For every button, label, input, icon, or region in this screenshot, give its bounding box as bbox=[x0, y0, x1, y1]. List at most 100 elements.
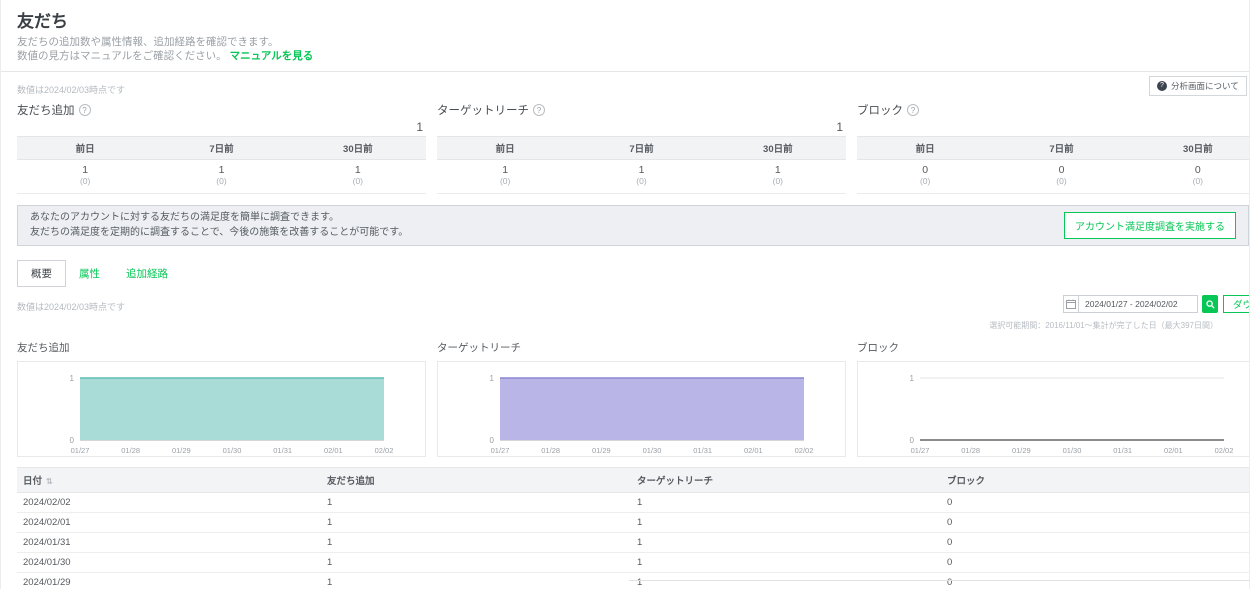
run-satisfaction-survey-button[interactable]: アカウント満足度調査を実施する bbox=[1064, 212, 1236, 239]
svg-text:02/02: 02/02 bbox=[795, 446, 814, 455]
col-30days: 30日前 bbox=[1183, 144, 1213, 155]
table-row: 2024/01/30 1 1 0 bbox=[17, 552, 1250, 573]
cell-date: 2024/01/30 bbox=[17, 552, 321, 573]
card-total-value: 1 bbox=[836, 120, 843, 134]
tab-add-route[interactable]: 追加経路 bbox=[126, 268, 168, 280]
banner-line2: 友だちの満足度を定期的に調査することで、今後の施策を改善することが可能です。 bbox=[30, 226, 409, 238]
svg-text:01/31: 01/31 bbox=[693, 446, 712, 455]
cell-target-reach: 1 bbox=[631, 492, 941, 513]
info-circle-icon: ? bbox=[1157, 81, 1167, 91]
cell-target-reach: 1 bbox=[631, 532, 941, 553]
table-row: 2024/02/02 1 1 0 bbox=[17, 492, 1250, 513]
svg-text:01/30: 01/30 bbox=[1063, 446, 1082, 455]
help-buttons: ? 分析画面について ? 比較値の見方 bbox=[1149, 76, 1250, 96]
cell-friends-added: 1 bbox=[321, 512, 631, 533]
calendar-button[interactable] bbox=[1063, 295, 1079, 313]
header-date: 日付 ⇅ bbox=[17, 467, 321, 493]
apply-date-range-button[interactable] bbox=[1202, 295, 1218, 313]
cell-date: 2024/02/01 bbox=[17, 512, 321, 533]
chart-toolbar: 数値は2024/02/03時点です ダウンロード bbox=[17, 295, 1250, 315]
selectable-range-note: 選択可能期間：2016/11/01～集計が完了した日（最大397日間） bbox=[989, 321, 1218, 330]
cell-target-reach: 1 bbox=[631, 552, 941, 573]
search-icon bbox=[1205, 299, 1215, 309]
summary-card-blocks: ブロック ? 前日 7日前 30日前 0 (0) 0 (0) 0 (0) bbox=[857, 102, 1250, 194]
col-prev-day: 前日 bbox=[75, 144, 95, 155]
target-reach-chart-block: ターゲットリーチ 1 0 01/27 01/28 01/29 01/30 01/31 02/0… bbox=[437, 340, 846, 457]
page-header: 友だち 友だちの追加数や属性情報、追加経路を確認できます。 数値の見方はマニュア… bbox=[1, 0, 1250, 63]
svg-text:02/01: 02/01 bbox=[1164, 446, 1183, 455]
bottom-scroll-line bbox=[629, 580, 1250, 581]
diff: (0) bbox=[352, 176, 364, 186]
blocks-chart: 1 0 01/27 01/28 01/29 01/30 01/31 02/01 02/02 bbox=[857, 361, 1250, 457]
svg-text:1: 1 bbox=[910, 374, 915, 383]
analytics-tabs: 概要 属性 追加経路 bbox=[17, 260, 1250, 287]
header-blocks: ブロック bbox=[941, 467, 1250, 493]
diff: (0) bbox=[1192, 176, 1204, 186]
summary-card-friends-added: 友だち追加 ? 1 前日 7日前 30日前 1 (0) 1 (0) 1 (0) bbox=[17, 102, 426, 194]
diff: (0) bbox=[216, 176, 227, 186]
help-question-icon[interactable]: ? bbox=[907, 104, 919, 116]
diff: (0) bbox=[919, 176, 931, 186]
help-question-icon[interactable]: ? bbox=[533, 104, 545, 116]
header-divider bbox=[1, 71, 1250, 72]
about-analytics-button[interactable]: ? 分析画面について bbox=[1149, 76, 1247, 96]
download-button[interactable]: ダウンロード bbox=[1223, 295, 1250, 313]
diff: (0) bbox=[772, 176, 784, 186]
svg-text:01/29: 01/29 bbox=[592, 446, 611, 455]
cell-friends-added: 1 bbox=[321, 572, 631, 589]
date-range-controls: ダウンロード bbox=[1063, 295, 1250, 313]
col-prev-day: 前日 bbox=[915, 144, 935, 155]
svg-text:0: 0 bbox=[490, 436, 495, 445]
daily-metrics-table: 日付 ⇅ 友だち追加 ターゲットリーチ ブロック 2024/02/02 1 1 0 20… bbox=[17, 467, 1250, 589]
cell-date: 2024/01/29 bbox=[17, 572, 321, 589]
col-7days: 7日前 bbox=[209, 144, 234, 155]
meta-row: 数値は2024/02/03時点です ? 分析画面について ? 比較値の見方 bbox=[17, 76, 1247, 98]
svg-text:02/02: 02/02 bbox=[1215, 446, 1234, 455]
calendar-icon bbox=[1066, 299, 1076, 309]
cell-blocks: 0 bbox=[941, 532, 1250, 553]
col-7days: 7日前 bbox=[1049, 144, 1074, 155]
header-target-reach: ターゲットリーチ bbox=[631, 467, 941, 493]
col-30days: 30日前 bbox=[343, 144, 373, 155]
friends-added-chart-block: 友だち追加 1 0 01/27 01/28 01/29 01/30 01/31 02/01 02… bbox=[17, 340, 426, 457]
card-title: ブロック bbox=[857, 105, 903, 117]
summary-card-target-reach: ターゲットリーチ ? 1 前日 7日前 30日前 1 (0) 1 (0) 1 (0) bbox=[437, 102, 846, 194]
page-description-line2: 数値の見方はマニュアルをご確認ください。 マニュアルを見る bbox=[17, 49, 314, 62]
svg-text:01/31: 01/31 bbox=[273, 446, 292, 455]
svg-text:01/27: 01/27 bbox=[491, 446, 510, 455]
cell-blocks: 0 bbox=[941, 492, 1250, 513]
col-30days: 30日前 bbox=[763, 144, 793, 155]
comparison-table: 前日 7日前 30日前 1 (0) 1 (0) 1 (0) bbox=[17, 136, 426, 194]
summary-cards-row: 友だち追加 ? 1 前日 7日前 30日前 1 (0) 1 (0) 1 (0) ターゲ… bbox=[17, 102, 1250, 194]
value: 0 bbox=[1194, 164, 1201, 176]
tab-overview[interactable]: 概要 bbox=[17, 260, 66, 287]
diff: (0) bbox=[1056, 176, 1067, 186]
header-friends-added: 友だち追加 bbox=[321, 467, 631, 493]
card-title: 友だち追加 bbox=[17, 105, 75, 117]
manual-link[interactable]: マニュアルを見る bbox=[229, 49, 314, 62]
help-question-icon[interactable]: ? bbox=[78, 104, 91, 116]
table-header-row: 日付 ⇅ 友だち追加 ターゲットリーチ ブロック bbox=[17, 467, 1250, 493]
value: 1 bbox=[502, 164, 509, 176]
value: 1 bbox=[774, 164, 781, 176]
cell-date: 2024/01/31 bbox=[17, 532, 321, 553]
cell-blocks: 0 bbox=[941, 552, 1250, 573]
svg-text:01/27: 01/27 bbox=[71, 446, 90, 455]
svg-text:01/31: 01/31 bbox=[1113, 446, 1132, 455]
value: 1 bbox=[638, 164, 645, 176]
table-row: 2024/02/01 1 1 0 bbox=[17, 512, 1250, 533]
cell-friends-added: 1 bbox=[321, 492, 631, 513]
cell-blocks: 0 bbox=[941, 512, 1250, 533]
svg-text:01/30: 01/30 bbox=[643, 446, 662, 455]
svg-text:01/29: 01/29 bbox=[1012, 446, 1031, 455]
sort-icon[interactable]: ⇅ bbox=[46, 477, 53, 486]
svg-text:01/28: 01/28 bbox=[121, 446, 140, 455]
date-range-input[interactable] bbox=[1079, 295, 1198, 313]
tab-attributes[interactable]: 属性 bbox=[79, 268, 100, 280]
card-title: ターゲットリーチ bbox=[437, 105, 529, 117]
comparison-table: 前日 7日前 30日前 0 (0) 0 (0) 0 (0) bbox=[857, 136, 1250, 194]
target-reach-chart: 1 0 01/27 01/28 01/29 01/30 01/31 02/01 02/02 bbox=[437, 361, 846, 457]
diff: (0) bbox=[499, 176, 511, 186]
card-total-value bbox=[860, 120, 1250, 135]
diff: (0) bbox=[79, 176, 91, 186]
